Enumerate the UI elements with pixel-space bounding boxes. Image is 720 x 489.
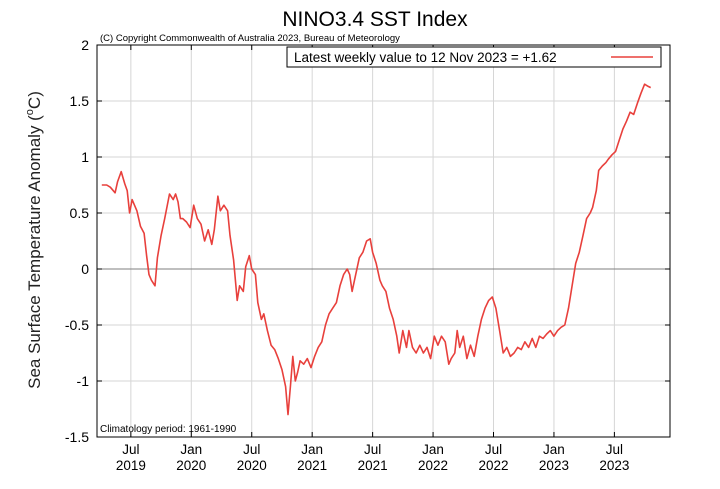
x-tick-year: 2023 bbox=[539, 458, 569, 473]
x-tick-year: 2021 bbox=[358, 458, 388, 473]
y-tick-label: 1 bbox=[81, 149, 89, 165]
x-tick-year: 2019 bbox=[116, 458, 146, 473]
series-line-nino34 bbox=[101, 83, 652, 416]
y-tick-label: 1.5 bbox=[70, 93, 90, 109]
x-tick-year: 2022 bbox=[418, 458, 448, 473]
y-axis: -1.5 -1 -0.5 0 0.5 1 1.5 2 bbox=[65, 37, 670, 445]
y-tick-label: 2 bbox=[81, 37, 89, 53]
grid bbox=[97, 45, 670, 437]
x-tick-month: Jul bbox=[243, 442, 260, 457]
x-tick-year: 2021 bbox=[297, 458, 327, 473]
legend: Latest weekly value to 12 Nov 2023 = +1.… bbox=[286, 46, 662, 68]
x-tick-month: Jan bbox=[180, 442, 202, 457]
chart-title: NINO3.4 SST Index bbox=[282, 8, 468, 31]
x-tick-month: Jul bbox=[485, 442, 502, 457]
plot-frame bbox=[96, 44, 671, 438]
x-tick-month: Jul bbox=[364, 442, 381, 457]
x-axis: Jul2019Jan2020Jul2020Jan2021Jul2021Jan20… bbox=[116, 45, 629, 473]
x-tick-month: Jan bbox=[301, 442, 323, 457]
x-tick-month: Jan bbox=[422, 442, 444, 457]
x-tick-month: Jul bbox=[122, 442, 139, 457]
x-tick-year: 2020 bbox=[176, 458, 206, 473]
y-tick-label: -0.5 bbox=[65, 317, 89, 333]
y-axis-label: Sea Surface Temperature Anomaly (oC) bbox=[24, 91, 44, 389]
legend-box bbox=[286, 46, 662, 68]
x-tick-month: Jul bbox=[606, 442, 623, 457]
y-tick-label: -1.5 bbox=[65, 429, 89, 445]
x-tick-month: Jan bbox=[543, 442, 565, 457]
legend-label: Latest weekly value to 12 Nov 2023 = +1.… bbox=[294, 50, 557, 65]
x-tick-year: 2022 bbox=[478, 458, 508, 473]
copyright-text: (C) Copyright Commonwealth of Australia … bbox=[100, 33, 400, 44]
y-tick-label: 0.5 bbox=[70, 205, 90, 221]
climatology-note: Climatology period: 1961-1990 bbox=[100, 424, 237, 435]
x-tick-year: 2020 bbox=[237, 458, 267, 473]
y-tick-label: 0 bbox=[81, 261, 89, 277]
x-tick-year: 2023 bbox=[599, 458, 629, 473]
y-tick-label: -1 bbox=[77, 373, 90, 389]
